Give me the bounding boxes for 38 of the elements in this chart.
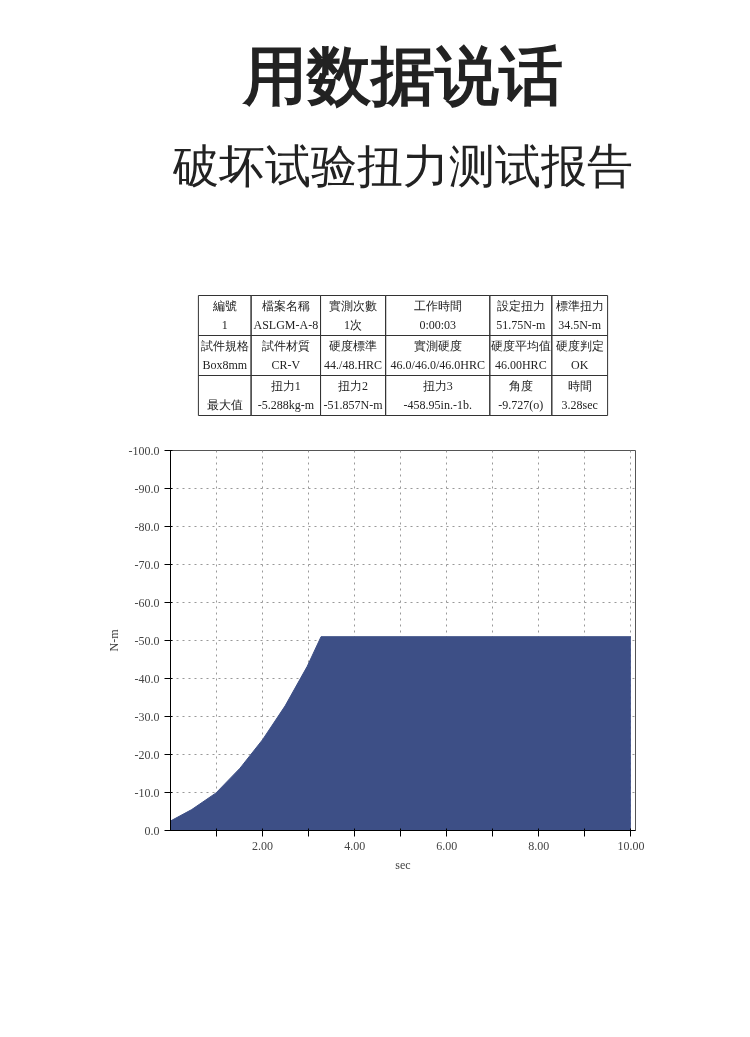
chart-subtitle: 破坏试验扭力测试报告 [172,138,633,193]
x-tick-label: 6.00 [436,838,458,853]
y-tick-label: -70.0 [134,557,160,572]
chart-title: 用数据说话 [242,38,563,113]
y-tick-label: -30.0 [134,709,160,724]
text: 硬度標準 44./48.HRC [324,338,383,373]
y-tick-label: -10.0 [134,785,160,800]
text: 檔案名稱 ASLGM-A-8 [253,298,319,333]
text: 編號 1 [211,298,237,333]
text: 設定扭力 51.75N-m [496,298,546,333]
x-tick-label: 2.00 [252,838,274,853]
text: 硬度判定 OK [555,338,604,373]
y-tick-label: -40.0 [134,671,160,686]
text: 扭力3 -458.95in.-1b. [403,378,472,413]
y-tick-label: -50.0 [134,633,160,648]
text: 工作時間 0:00:03 [413,298,462,333]
text: 扭力2 -51.857N-m [323,378,384,413]
y-tick-label: -60.0 [134,595,160,610]
text: 標準扭力 34.5N-m [555,298,604,333]
y-axis-title: N-m [106,628,121,652]
x-tick-label: 4.00 [344,838,366,853]
x-tick-label: 8.00 [528,838,550,853]
text: 硬度平均值 46.00HRC [490,338,551,373]
text: 實測硬度 46.0/46.0/46.0HRC [390,338,485,373]
x-tick-label: 10.00 [617,838,645,853]
y-tick-label: -20.0 [134,747,160,762]
x-axis-title: sec [395,857,411,872]
text: 角度 -9.727(o) [498,378,544,413]
text: 試件材質 CR-V [261,338,310,373]
text: 試件規格 Box8mm [200,338,249,373]
y-tick-label: -100.0 [128,443,160,458]
text: 時間 3.28sec [561,378,598,413]
text: 實測次數 1次 [329,298,378,333]
y-tick-label: 0.0 [144,823,160,838]
text: 扭力1 -5.288kg-m [257,378,315,413]
y-tick-label: -80.0 [134,519,160,534]
text: 最大值 [206,398,243,413]
y-tick-label: -90.0 [134,481,160,496]
